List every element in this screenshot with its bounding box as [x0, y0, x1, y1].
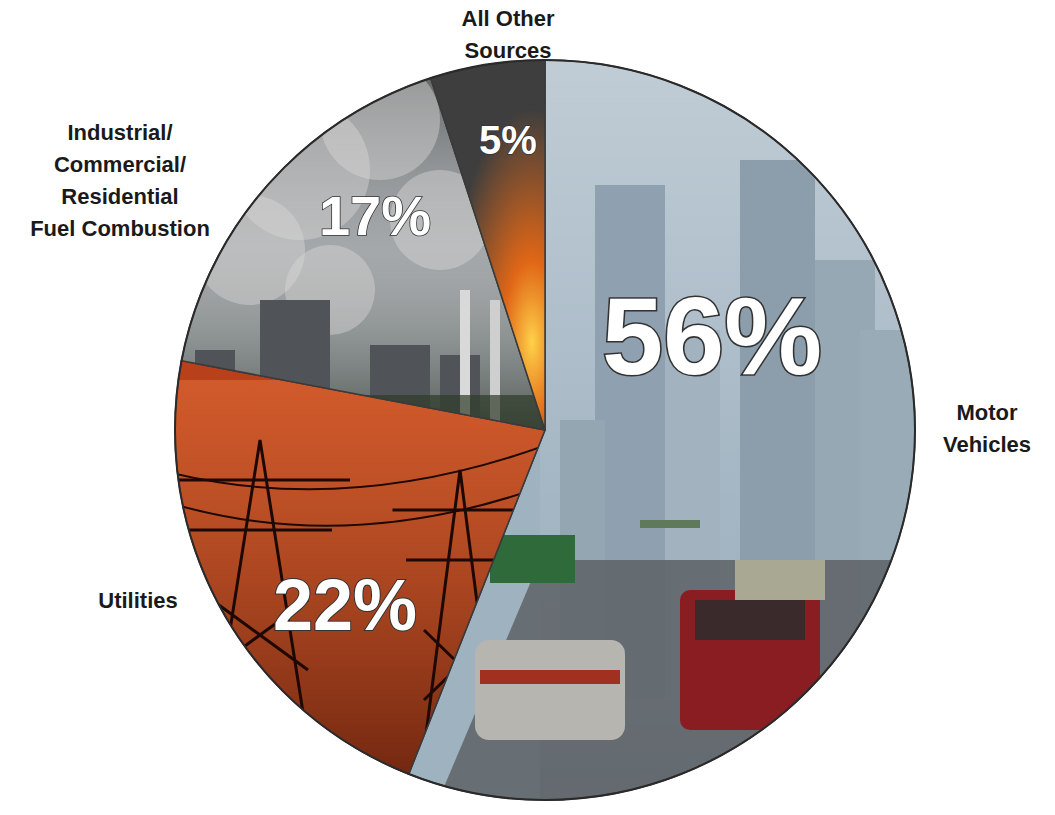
category-label: All Other Sources [462, 6, 555, 63]
label-line: All Other [462, 6, 555, 31]
cooling-tower [370, 345, 430, 440]
tree-line [640, 520, 700, 528]
fire [420, 50, 560, 440]
road-sign [490, 535, 575, 583]
label-line: Utilities [98, 588, 177, 613]
building [860, 330, 920, 700]
ground [160, 395, 550, 440]
car-lights [480, 670, 620, 684]
smoke [320, 60, 440, 180]
truck [735, 560, 825, 600]
data-label: 17% [319, 184, 431, 247]
category-label: Industrial/Commercial/Residential Fuel Co… [30, 120, 210, 241]
label-line: Motor [956, 400, 1018, 425]
slice-border [175, 361, 545, 774]
truck-window [695, 600, 805, 640]
labels: 56% 22% 17% 5% Motor Vehicles Utilities Industr… [30, 6, 1031, 645]
label-line: Industrial/ [67, 120, 172, 145]
data-label: 22% [273, 565, 417, 645]
power-line [160, 440, 560, 526]
label-line: Vehicles [943, 432, 1031, 457]
label-line: Commercial/ [54, 152, 186, 177]
sunset-shade [150, 380, 550, 815]
slice-border [431, 60, 545, 430]
category-label: Utilities [98, 588, 177, 613]
chimney [460, 290, 470, 440]
data-label: 5% [479, 118, 537, 162]
cooling-tower [195, 350, 235, 440]
label-line: Fuel Combustion [30, 216, 210, 241]
pie [150, 50, 940, 815]
chart-svg: 56% 22% 17% 5% Motor Vehicles Utilities Industr… [0, 0, 1055, 815]
label-line: Sources [465, 38, 552, 63]
chart-container: 56% 22% 17% 5% Motor Vehicles Utilities Industr… [0, 0, 1055, 815]
page: {"chart_data": {"type": "pie", "categori… [0, 0, 1055, 815]
road [430, 560, 930, 815]
cooling-tower [260, 300, 330, 440]
slice-texture [420, 50, 560, 440]
pie-outline [175, 60, 915, 800]
slice-texture [150, 380, 560, 815]
category-label: Motor Vehicles [943, 400, 1031, 457]
car [475, 640, 625, 740]
data-label: 56% [602, 274, 822, 397]
truck [680, 590, 820, 730]
label-line: Residential [61, 184, 178, 209]
